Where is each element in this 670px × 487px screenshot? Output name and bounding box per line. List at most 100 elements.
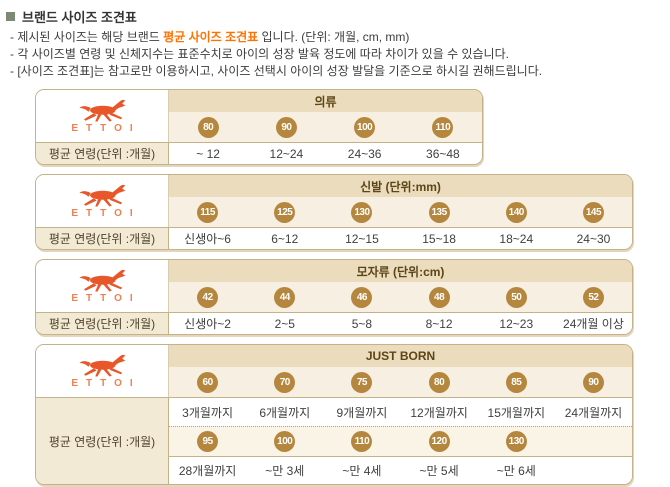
brand-wordmark: ETTOI — [71, 377, 141, 389]
brand-wordmark: ETTOI — [71, 292, 141, 304]
age-cell: ~만 5세 — [419, 464, 459, 478]
age-cell: 12~15 — [345, 231, 379, 246]
size-badge: 46 — [351, 286, 373, 308]
age-cell: 신생아~2 — [184, 317, 231, 331]
brand-logo: ETTOI — [36, 260, 169, 312]
size-badge: 115 — [197, 201, 219, 223]
age-row: 28개월까지 ~만 3세 ~만 4세 ~만 5세 ~만 6세 — [169, 456, 632, 484]
page-header: 브랜드 사이즈 조견표 — [6, 7, 670, 26]
note-text: 입니다. (단위: 개월, cm, mm) — [258, 30, 410, 44]
size-badge: 110 — [351, 431, 373, 452]
age-row: 3개월까지 6개월까지 9개월까지 12개월까지 15개월까지 24개월까지 — [169, 398, 632, 426]
age-cell: 신생아~6 — [184, 232, 231, 246]
age-cell: 18~24 — [499, 231, 534, 246]
table-title: JUST BORN — [169, 345, 632, 367]
size-row: 42 44 46 48 50 52 — [169, 282, 632, 312]
size-badge: 52 — [582, 286, 604, 308]
size-badge: 44 — [274, 286, 296, 308]
notes: - 제시된 사이즈는 해당 브랜드 평균 사이즈 조견표 입니다. (단위: 개… — [10, 29, 670, 80]
age-cell: 15~18 — [422, 231, 456, 246]
age-cell: 28개월까지 — [178, 464, 237, 478]
horse-icon — [79, 99, 126, 121]
age-cell: ~만 3세 — [265, 464, 305, 478]
size-badge: 130 — [505, 431, 527, 452]
age-cell: 24개월 이상 — [563, 317, 624, 331]
age-cell: 12~23 — [499, 316, 534, 331]
size-badge: 120 — [428, 431, 450, 452]
size-badge: 130 — [351, 201, 373, 223]
size-badge: 95 — [197, 431, 219, 452]
size-row: 115 125 130 135 140 145 — [169, 197, 632, 227]
note-line: - [사이즈 조견표]는 참고로만 이용하시고, 사이즈 선택시 아이의 성장 … — [10, 63, 670, 80]
age-row: ~ 12 12~24 24~36 36~48 — [169, 143, 482, 164]
age-cell: 12개월까지 — [410, 405, 468, 420]
row-label: 평균 연령(단위 :개월) — [36, 398, 169, 484]
age-cell: 24~30 — [576, 231, 611, 246]
horse-icon — [79, 184, 126, 206]
size-table-hats: ETTOI 모자류 (단위:cm) 42 44 46 48 50 52 평균 연… — [35, 259, 633, 335]
square-bullet-icon — [6, 12, 15, 21]
age-cell: 12~24 — [269, 146, 304, 161]
brand-logo: ETTOI — [36, 345, 169, 397]
age-row: 신생아~2 2~5 5~8 8~12 12~23 24개월 이상 — [169, 313, 632, 334]
size-badge: 60 — [197, 371, 219, 393]
size-badge: 100 — [274, 431, 296, 452]
size-badge: 85 — [505, 371, 527, 393]
brand-wordmark: ETTOI — [71, 122, 141, 134]
age-cell: 9개월까지 — [336, 405, 388, 420]
row-label: 평균 연령(단위 :개월) — [36, 228, 169, 249]
age-row: 신생아~6 6~12 12~15 15~18 18~24 24~30 — [169, 228, 632, 249]
size-badge: 75 — [351, 371, 373, 393]
note-line: - 제시된 사이즈는 해당 브랜드 평균 사이즈 조견표 입니다. (단위: 개… — [10, 29, 670, 46]
size-badge: 145 — [582, 201, 604, 223]
row-label: 평균 연령(단위 :개월) — [36, 313, 169, 334]
size-badge: 42 — [197, 286, 219, 308]
age-cell: ~만 6세 — [496, 464, 536, 478]
age-cell: 36~48 — [426, 146, 460, 161]
size-badge: 100 — [354, 116, 376, 138]
age-cell: 6~12 — [271, 231, 299, 246]
size-badge: 125 — [274, 201, 296, 223]
note-text: - 각 사이즈별 연령 및 신체지수는 표준수치로 아이의 성장 발육 정도에 … — [10, 47, 509, 61]
note-text: - [사이즈 조견표]는 참고로만 이용하시고, 사이즈 선택시 아이의 성장 … — [10, 64, 543, 78]
size-badge: 110 — [432, 116, 454, 138]
size-badge: 90 — [275, 116, 297, 138]
horse-icon — [79, 354, 126, 376]
size-row: 80 90 100 110 — [169, 112, 482, 142]
page-title: 브랜드 사이즈 조견표 — [22, 10, 137, 25]
age-cell: 8~12 — [425, 316, 453, 331]
table-title: 모자류 (단위:cm) — [169, 260, 632, 282]
table-title: 신발 (단위:mm) — [169, 175, 632, 197]
size-badge: 48 — [428, 286, 450, 308]
brand-wordmark: ETTOI — [71, 207, 141, 219]
size-table-shoes: ETTOI 신발 (단위:mm) 115 125 130 135 140 145… — [35, 174, 633, 250]
size-badge: 140 — [505, 201, 527, 223]
size-row: 95 100 110 120 130 — [169, 426, 632, 456]
age-cell: 3개월까지 — [182, 405, 233, 420]
size-badge: 135 — [428, 201, 450, 223]
age-cell: 15개월까지 — [487, 405, 546, 420]
age-cell: 2~5 — [274, 316, 295, 331]
size-badge: 50 — [505, 286, 527, 308]
note-highlight: 평균 사이즈 조견표 — [163, 30, 259, 44]
size-table-clothing: ETTOI 의류 80 90 100 110 평균 연령(단위 :개월) ~ 1… — [35, 89, 483, 165]
age-cell: 5~8 — [351, 316, 373, 331]
size-badge: 70 — [274, 371, 296, 393]
size-badge: 90 — [582, 371, 604, 393]
horse-icon — [79, 269, 126, 291]
age-cell: 24~36 — [347, 146, 382, 161]
note-text: - 제시된 사이즈는 해당 브랜드 — [10, 30, 164, 44]
age-cell: 6개월까지 — [259, 405, 311, 420]
note-line: - 각 사이즈별 연령 및 신체지수는 표준수치로 아이의 성장 발육 정도에 … — [10, 46, 670, 63]
size-row: 60 70 75 80 85 90 — [169, 367, 632, 397]
age-cell: ~ 12 — [196, 146, 220, 161]
size-table-just-born: ETTOI JUST BORN 60 70 75 80 85 90 평균 연령(… — [35, 344, 633, 485]
size-badge: 80 — [197, 116, 219, 138]
age-cell: ~만 4세 — [342, 464, 382, 478]
age-cell: 24개월까지 — [564, 405, 623, 420]
row-label: 평균 연령(단위 :개월) — [36, 143, 169, 164]
brand-logo: ETTOI — [36, 175, 169, 227]
table-title: 의류 — [169, 90, 482, 112]
brand-logo: ETTOI — [36, 90, 169, 142]
size-badge: 80 — [428, 371, 450, 393]
